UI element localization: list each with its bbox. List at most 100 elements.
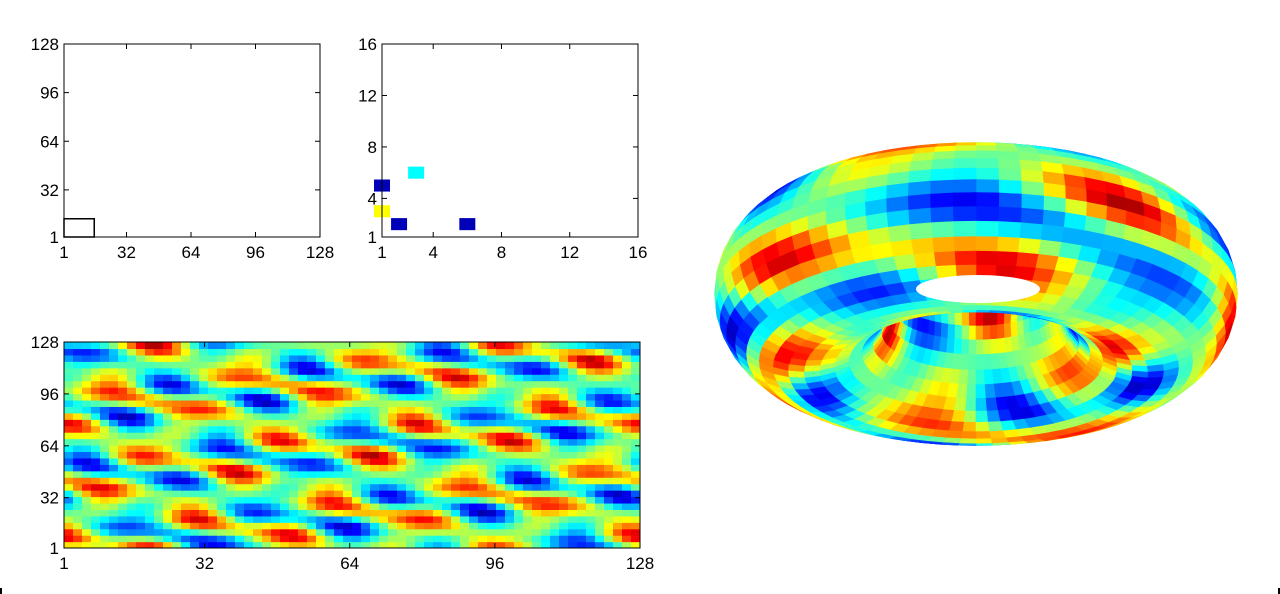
pattern-cell — [613, 490, 623, 498]
pattern-cell — [307, 509, 317, 517]
pattern-cell — [343, 348, 353, 356]
pattern-cell — [433, 470, 443, 478]
pattern-cell — [361, 515, 371, 523]
pattern-cell — [199, 406, 209, 414]
pattern-cell — [631, 502, 640, 510]
pattern-cell — [262, 387, 272, 395]
pattern-cell — [496, 387, 506, 395]
pattern-cell — [244, 515, 254, 523]
pattern-cell — [91, 419, 101, 427]
pattern-cell — [235, 528, 245, 536]
pattern-cell — [217, 464, 227, 472]
pattern-cell — [613, 457, 623, 465]
pattern-cell — [145, 425, 155, 433]
pattern-cell — [505, 502, 515, 510]
pattern-cell — [424, 502, 434, 510]
pattern-cell — [514, 348, 524, 356]
pattern-cell — [334, 541, 344, 548]
pattern-cell — [397, 399, 407, 407]
pattern-cell — [154, 354, 164, 362]
pattern-cell — [289, 541, 299, 548]
pattern-cell — [550, 515, 560, 523]
pattern-cell — [424, 490, 434, 498]
pattern-cell — [280, 541, 290, 548]
pattern-cell — [415, 457, 425, 465]
pattern-cell — [280, 342, 290, 350]
pattern-cell — [451, 522, 461, 530]
selection-box[interactable] — [63, 218, 95, 238]
pattern-cell — [586, 464, 596, 472]
pattern-cell — [559, 522, 569, 530]
pattern-cell — [145, 541, 155, 548]
pattern-cell — [298, 393, 308, 401]
pattern-cell — [361, 509, 371, 517]
pattern-cell — [523, 361, 533, 369]
pattern-cell — [433, 522, 443, 530]
pattern-cell — [118, 342, 128, 350]
pattern-cell — [127, 535, 137, 543]
torus-facet — [975, 383, 987, 399]
pattern-cell — [577, 522, 587, 530]
pattern-cell — [280, 509, 290, 517]
pattern-cell — [361, 490, 371, 498]
pattern-cell — [631, 432, 640, 440]
pattern-cell — [226, 470, 236, 478]
pattern-cell — [64, 438, 74, 446]
pattern-cell — [91, 399, 101, 407]
pattern-cell — [559, 393, 569, 401]
pattern-cell — [163, 412, 173, 420]
pattern-cell — [361, 483, 371, 491]
pattern-cell — [487, 451, 497, 459]
pattern-cell — [568, 393, 578, 401]
pattern-cell — [136, 406, 146, 414]
pattern-cell — [370, 387, 380, 395]
pattern-cell — [163, 432, 173, 440]
pattern-cell — [226, 348, 236, 356]
pattern-cell — [244, 387, 254, 395]
pattern-cell — [370, 477, 380, 485]
pattern-cell — [334, 361, 344, 369]
pattern-cell — [595, 445, 605, 453]
pattern-cell — [136, 367, 146, 375]
pattern-cell — [604, 361, 614, 369]
pattern-cell — [586, 515, 596, 523]
zoom-y-tick-label: 4 — [368, 189, 377, 208]
pattern-cell — [298, 477, 308, 485]
pattern-cell — [226, 399, 236, 407]
pattern-cell — [415, 509, 425, 517]
pattern-cell — [244, 541, 254, 548]
pattern-cell — [532, 522, 542, 530]
pattern-cell — [154, 438, 164, 446]
pattern-cell — [550, 342, 560, 350]
pattern-cell — [190, 522, 200, 530]
pattern-cell — [496, 464, 506, 472]
pattern-cell — [613, 367, 623, 375]
pattern-cell — [271, 451, 281, 459]
pattern-cell — [127, 348, 137, 356]
pattern-cell — [487, 445, 497, 453]
pattern-cell — [100, 406, 110, 414]
pattern-cell — [505, 477, 515, 485]
pattern-cell — [73, 470, 83, 478]
pattern-cell — [379, 470, 389, 478]
pattern-cell — [451, 393, 461, 401]
pattern-cell — [478, 374, 488, 382]
torus-facet — [890, 238, 915, 257]
pattern-cell — [64, 380, 74, 388]
pattern-cell — [370, 406, 380, 414]
pattern-cell — [235, 483, 245, 491]
pattern-cell — [244, 464, 254, 472]
pattern-cell — [307, 535, 317, 543]
pattern-cell — [298, 432, 308, 440]
pattern-cell — [631, 399, 640, 407]
pattern-cell — [514, 419, 524, 427]
pattern-cell — [478, 432, 488, 440]
pattern-cell — [550, 445, 560, 453]
pattern-cell — [523, 419, 533, 427]
pattern-cell — [343, 477, 353, 485]
pattern-cell — [217, 522, 227, 530]
pattern-cell — [379, 496, 389, 504]
pattern-cell — [298, 399, 308, 407]
pattern-cell — [559, 490, 569, 498]
pattern-cell — [586, 348, 596, 356]
